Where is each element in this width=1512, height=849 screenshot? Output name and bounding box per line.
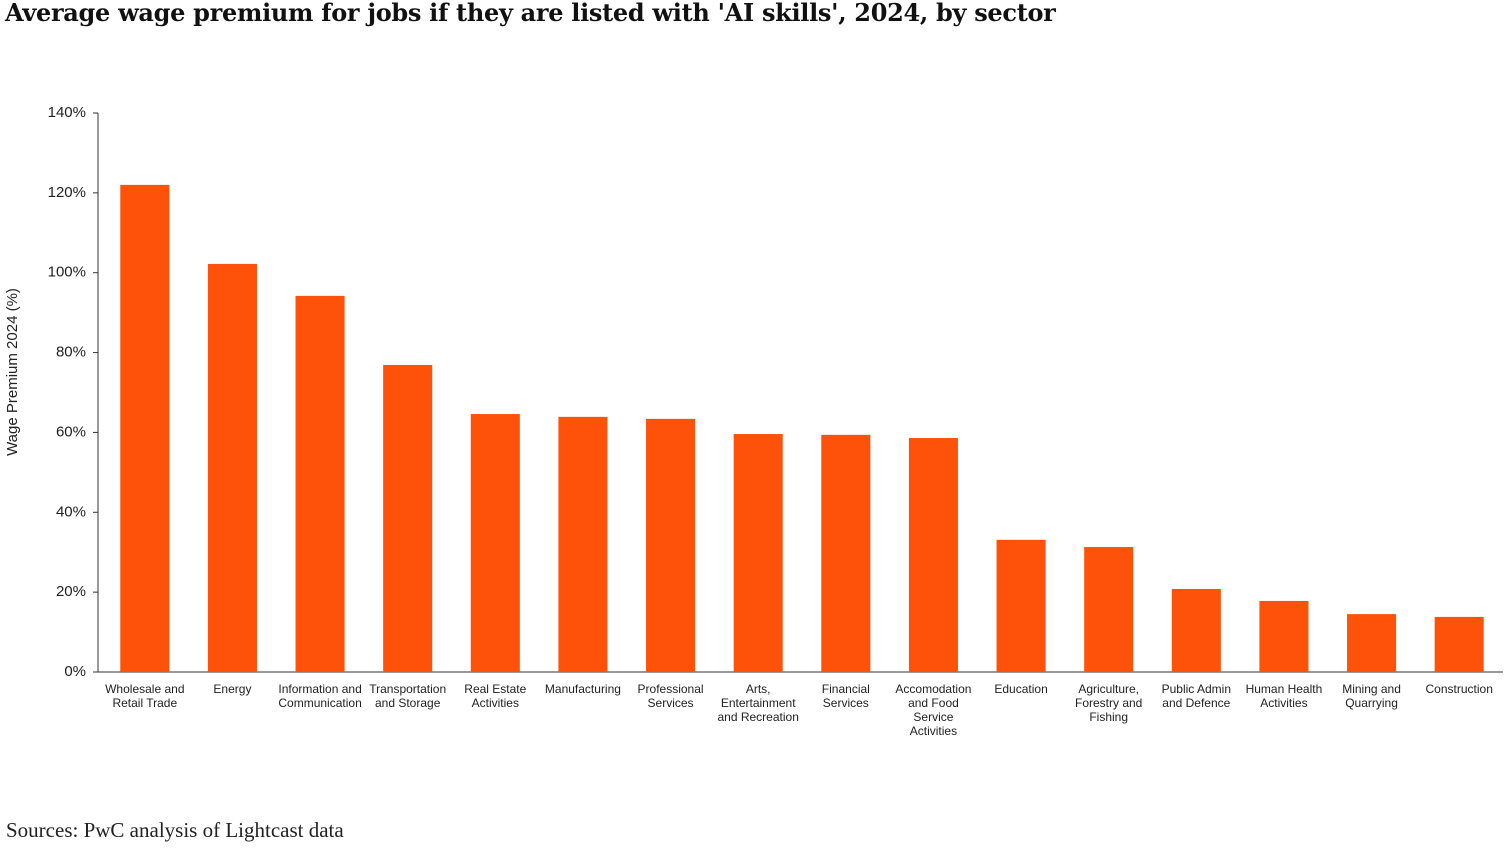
- y-tick-label: 80%: [56, 344, 86, 361]
- y-tick-label: 100%: [48, 264, 86, 281]
- bar: [908, 438, 958, 672]
- x-tick-label: Real Estate Activities: [464, 682, 527, 710]
- bar: [295, 295, 345, 672]
- bar: [1171, 588, 1221, 672]
- bar: [1347, 614, 1397, 672]
- source-note: Sources: PwC analysis of Lightcast data: [6, 818, 344, 842]
- y-tick-label: 0%: [64, 663, 86, 680]
- y-tick-label: 120%: [48, 184, 86, 201]
- bar: [1084, 547, 1134, 672]
- x-tick-label: Transportation and Storage: [369, 682, 447, 710]
- x-tick-label: Human Health Activities: [1245, 682, 1323, 710]
- bar: [1434, 616, 1484, 672]
- x-tick-label: Professional Services: [637, 682, 704, 710]
- x-tick-label: Information and Communication: [278, 682, 362, 710]
- x-tick-label: Accomodation and Food Service Activities: [895, 682, 972, 738]
- bar: [646, 418, 696, 672]
- y-tick-label: 40%: [56, 503, 86, 520]
- x-tick-label: Agriculture, Forestry and Fishing: [1075, 682, 1143, 724]
- y-tick-label: 60%: [56, 423, 86, 440]
- x-tick-label: Financial Services: [821, 682, 870, 710]
- bar: [383, 364, 433, 672]
- y-tick-label: 20%: [56, 583, 86, 600]
- chart-title: Average wage premium for jobs if they ar…: [5, 0, 1056, 27]
- bar: [558, 416, 608, 672]
- bar: [821, 434, 871, 672]
- bar: [733, 434, 783, 672]
- y-axis-label: Wage Premium 2024 (%): [4, 288, 21, 456]
- x-tick-label: Energy: [213, 682, 252, 696]
- bar: [996, 539, 1046, 672]
- x-tick-label: Construction: [1425, 682, 1493, 696]
- bar: [207, 263, 257, 672]
- bar: [120, 184, 170, 672]
- x-tick-label: Arts, Entertainment and Recreation: [717, 682, 799, 724]
- x-tick-label: Public Admin and Defence: [1161, 682, 1231, 710]
- bar: [1259, 600, 1309, 672]
- x-tick-label: Wholesale and Retail Trade: [105, 682, 185, 710]
- x-tick-label: Mining and Quarrying: [1342, 682, 1401, 710]
- bar: [470, 414, 520, 672]
- y-tick-label: 140%: [48, 104, 86, 121]
- x-tick-label: Manufacturing: [544, 682, 621, 696]
- x-tick-label: Education: [994, 682, 1048, 696]
